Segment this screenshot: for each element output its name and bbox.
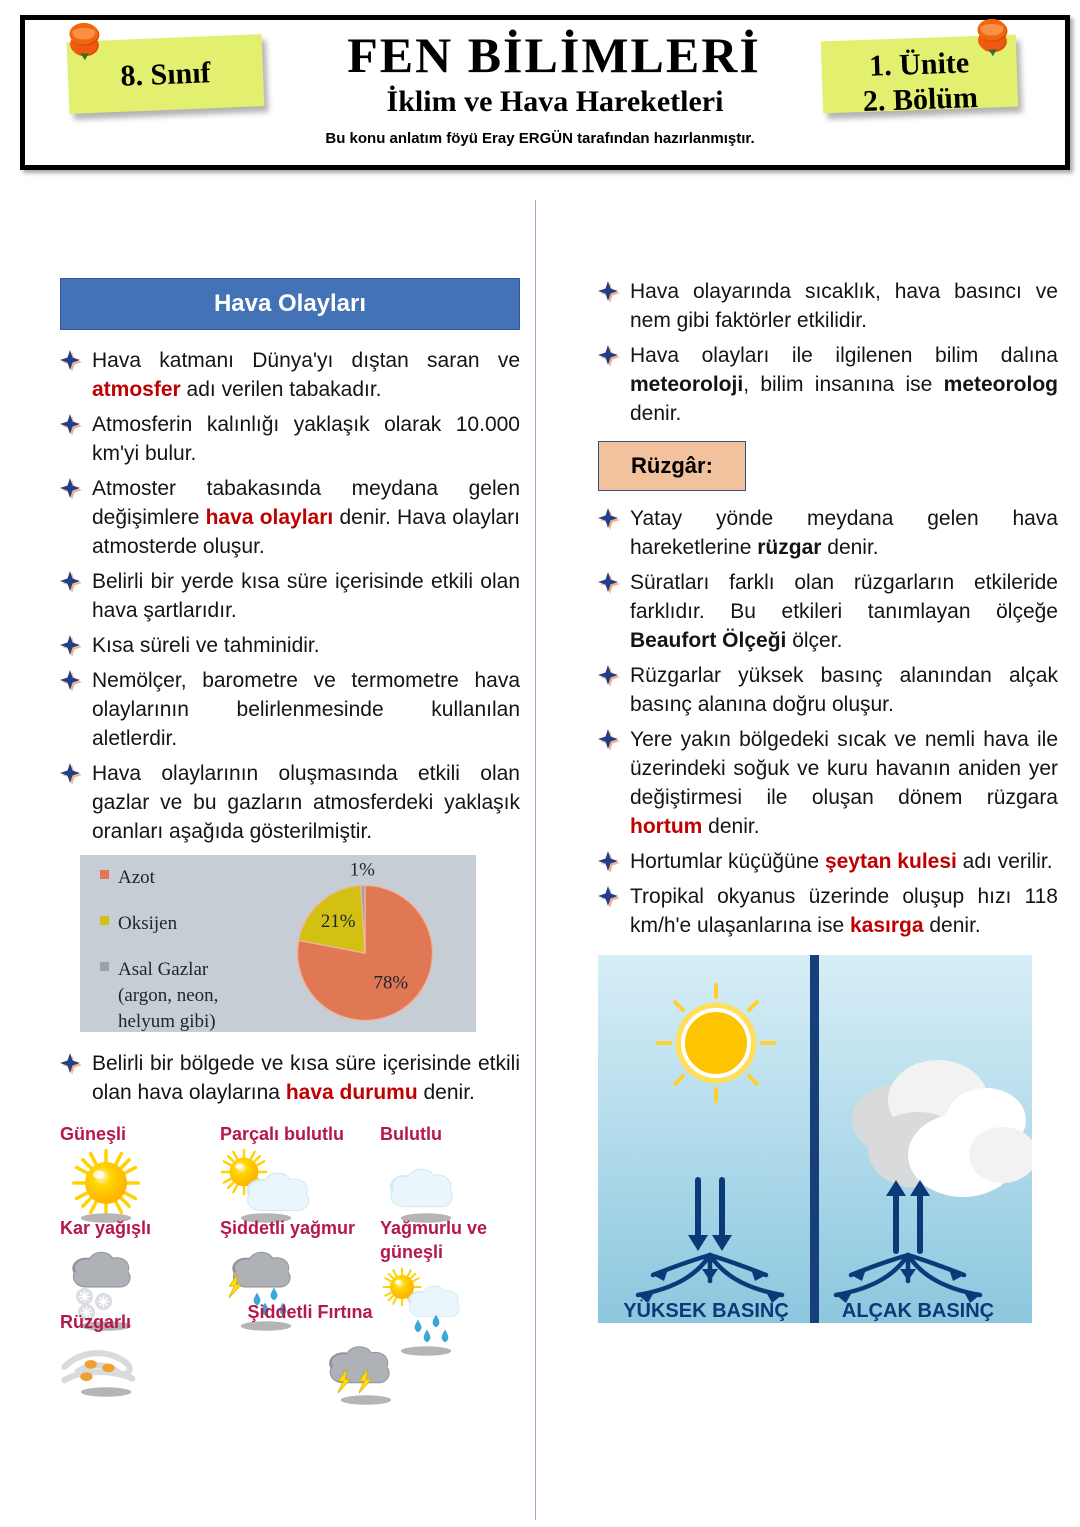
svg-text:21%: 21% xyxy=(321,911,356,932)
svg-text:1%: 1% xyxy=(350,859,375,880)
svg-text:78%: 78% xyxy=(374,972,409,993)
svg-text:ALÇAK BASINÇ: ALÇAK BASINÇ xyxy=(842,1300,994,1322)
svg-text:YÜKSEK BASINÇ: YÜKSEK BASINÇ xyxy=(623,1299,789,1322)
